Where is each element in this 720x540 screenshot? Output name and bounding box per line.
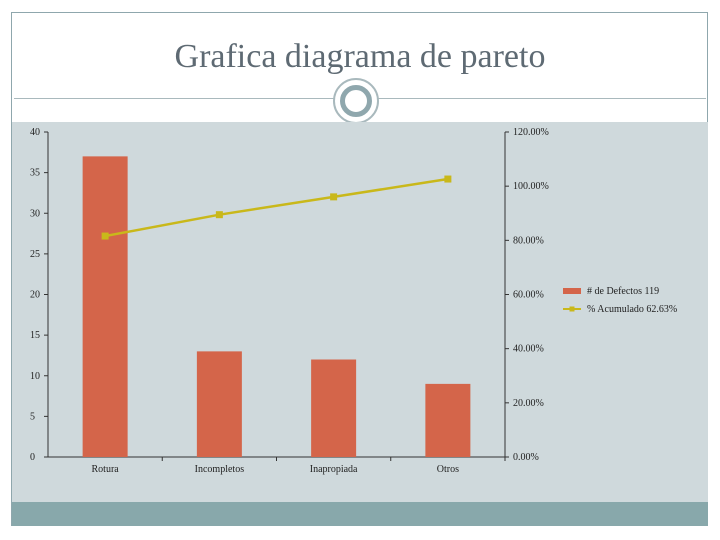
left-tick-label: 5 (30, 411, 35, 422)
right-tick-label: 60.00% (513, 290, 544, 301)
right-tick-label: 40.00% (513, 344, 544, 355)
left-tick-label: 10 (30, 371, 40, 382)
legend-label-line: % Acumulado 62.63% (587, 304, 677, 315)
circle-ornament-icon (333, 78, 379, 124)
footer-bar (12, 502, 708, 526)
bar (82, 156, 128, 457)
bar (196, 351, 242, 457)
cumulative-point (330, 193, 338, 201)
chart-area (12, 122, 708, 502)
left-tick-label: 40 (30, 127, 40, 138)
category-label: Rotura (92, 464, 120, 475)
legend-swatch-bar (563, 288, 581, 294)
bar (311, 359, 357, 457)
left-tick-label: 30 (30, 208, 40, 219)
cumulative-point (215, 211, 223, 219)
left-tick-label: 15 (30, 330, 40, 341)
right-tick-label: 120.00% (513, 127, 549, 138)
legend-swatch-marker (569, 306, 575, 312)
category-label: Incompletos (195, 464, 245, 475)
cumulative-line (104, 177, 449, 238)
left-tick-label: 0 (30, 452, 35, 463)
slide-title: Grafica diagrama de pareto (174, 38, 546, 75)
right-tick-label: 100.00% (513, 181, 549, 192)
category-label: Otros (437, 464, 459, 475)
left-tick-label: 20 (30, 290, 40, 301)
right-tick-label: 20.00% (513, 398, 544, 409)
right-tick-label: 0.00% (513, 452, 539, 463)
cumulative-point (444, 175, 452, 183)
cumulative-point (101, 232, 109, 240)
category-label: Inapropiada (310, 464, 358, 475)
left-tick-label: 35 (30, 168, 40, 179)
bar (425, 383, 471, 457)
left-tick-label: 25 (30, 249, 40, 260)
right-tick-label: 80.00% (513, 235, 544, 246)
circle-ornament-ring (340, 85, 372, 117)
legend-label-bar: # de Defectos 119 (587, 286, 659, 297)
